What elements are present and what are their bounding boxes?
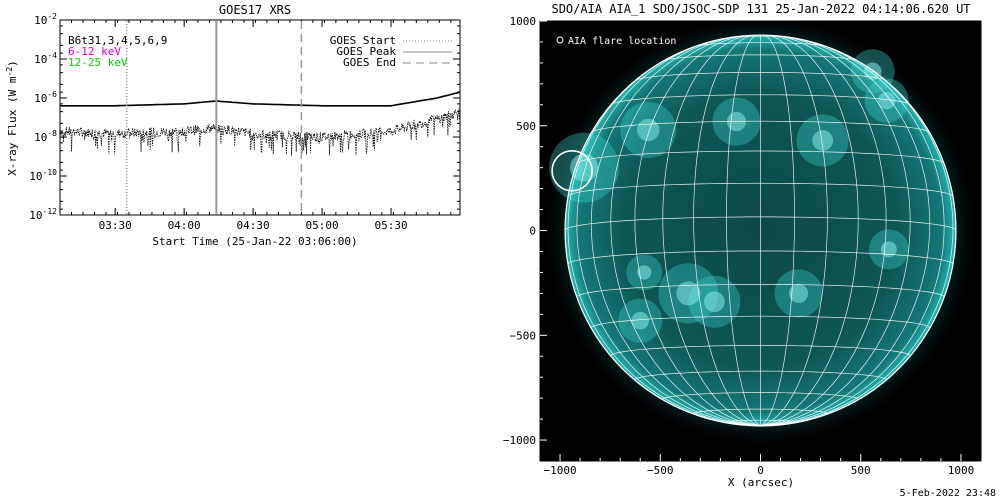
longitude-grid-line	[760, 34, 828, 426]
goes-x-tick-label: 04:00	[168, 219, 201, 232]
goes-y-tick-label: 10-4	[34, 51, 57, 66]
longitude-grid-line	[610, 36, 761, 426]
longitude-grid-line	[760, 35, 887, 426]
goes-y-tick-label: 10-12	[29, 207, 57, 222]
limb-outline	[564, 34, 957, 427]
aia-flare-legend: AIA flare location	[556, 36, 676, 47]
longitude-grid-line	[726, 34, 761, 426]
goes-y-tick-label: 10-6	[34, 90, 57, 105]
aia-y-tick-label: −500	[510, 329, 537, 342]
longitude-grid-line	[662, 35, 761, 426]
active-region-core	[631, 311, 650, 330]
aia-x-tick-label: −1000	[543, 464, 576, 477]
active-region-core	[703, 291, 725, 313]
flare-location-circle	[551, 150, 593, 192]
goes-y-tick-label: 10-10	[29, 168, 57, 183]
active-region-core	[877, 91, 896, 110]
longitude-grid-line	[760, 36, 911, 426]
aia-y-tick-label: 0	[529, 225, 536, 238]
flare-legend-icon	[556, 36, 564, 44]
aia-x-tick-label: −500	[647, 464, 674, 477]
active-region-core	[676, 281, 701, 306]
goes-ylabel: X-ray Flux (W m-2)	[5, 60, 19, 176]
aia-y-tick-label: 1000	[510, 15, 537, 28]
longitude-grid-line	[634, 35, 761, 426]
active-region-core	[570, 153, 599, 182]
goes-plot-frame	[59, 19, 461, 216]
aia-axes: −1000 −500 0 500 1000 1000 500 0 −500 −1000	[503, 15, 982, 477]
goes-event-legend: GOES Start GOES Peak GOES End	[330, 34, 452, 69]
active-region-core	[637, 265, 652, 280]
goes-channel-legend: B6t31,3,4,5,6,9 6-12 keV 12-25 keV	[68, 34, 167, 69]
goes-chart-title: GOES17 XRS	[219, 3, 291, 17]
goes-y-tick-label: 10-8	[34, 129, 57, 144]
aia-y-tick-label: −1000	[503, 434, 536, 447]
aia-x-tick-label: 1000	[948, 464, 975, 477]
longitude-grid-line	[760, 38, 945, 426]
longitude-grid-line	[760, 51, 954, 426]
longitude-grid-line	[567, 51, 761, 426]
goes-y-tick-label: 10-2	[34, 12, 57, 27]
goes-x-tick-label: 05:30	[374, 219, 407, 232]
goes-x-tick-label: 05:00	[306, 219, 339, 232]
goes-axes: 03:30 04:00 04:30 05:00 05:30 10-12 10-10 10-8 1…	[29, 12, 461, 232]
legend-goes-start: GOES Start	[330, 34, 396, 47]
legend-goes-peak: GOES Peak	[336, 45, 396, 58]
aia-sun-image	[541, 21, 980, 450]
aia-flare-legend-label: AIA flare location	[568, 36, 676, 47]
goes-x-tick-label: 04:30	[237, 219, 270, 232]
footer-timestamp: 5-Feb-2022 23:48	[900, 488, 996, 499]
legend-goes-end: GOES End	[343, 56, 396, 69]
aia-y-tick-label: 500	[516, 120, 536, 133]
aia-x-tick-label: 500	[851, 464, 871, 477]
legend-channel-2: 6-12 keV	[68, 45, 121, 58]
goes-x-tick-label: 03:30	[99, 219, 132, 232]
active-region-core	[788, 283, 809, 303]
aia-x-tick-label: 0	[757, 464, 764, 477]
longitude-grid-line	[576, 38, 761, 426]
longitude-grid-line	[590, 36, 761, 426]
longitude-grid-line	[760, 34, 795, 426]
longitude-grid-line	[693, 34, 761, 426]
aia-title: SDO/AIA AIA_1 SDO/JSOC-SDP 131 25-Jan-20…	[551, 2, 970, 16]
longitude-grid-line	[760, 35, 859, 426]
active-region-core	[812, 130, 834, 151]
aia-xlabel: X (arcsec)	[728, 476, 794, 489]
goes-xlabel: Start Time (25-Jan-22 03:06:00)	[152, 235, 357, 248]
legend-channel-3: 12-25 keV	[68, 56, 128, 69]
active-region-core	[637, 118, 660, 142]
legend-channel-1: B6t31,3,4,5,6,9	[68, 34, 167, 47]
longitude-grid-line	[760, 36, 931, 426]
goes-event-lines	[125, 21, 303, 214]
